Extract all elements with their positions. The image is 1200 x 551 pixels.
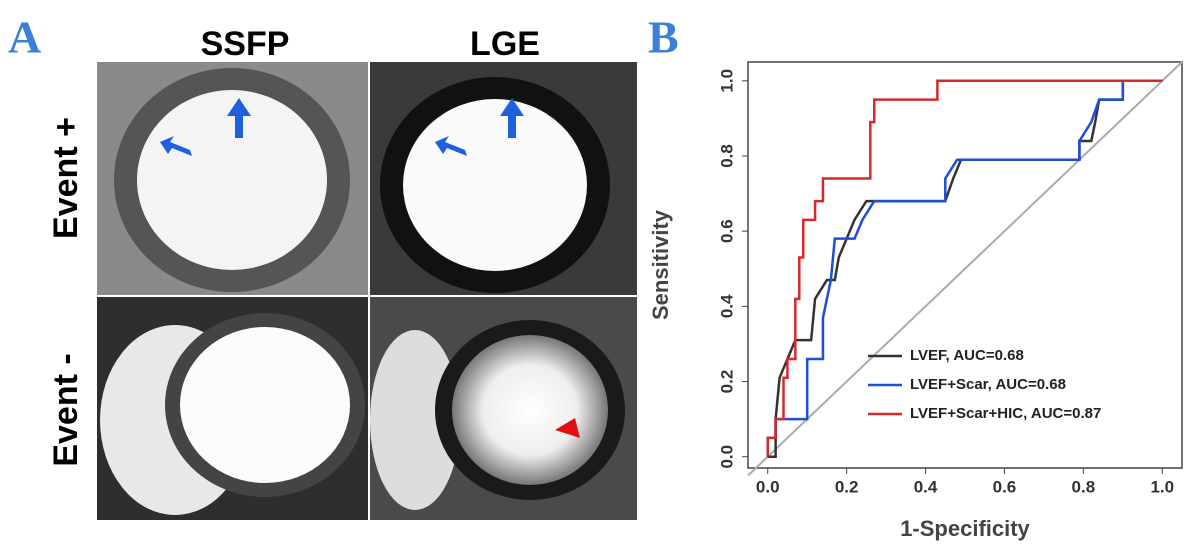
- x-axis-label: 1-Specificity: [900, 516, 1030, 541]
- mri-image: [97, 62, 368, 295]
- legend-label: LVEF, AUC=0.68: [910, 347, 1024, 364]
- y-tick-label: 0.2: [717, 370, 736, 394]
- column-label: SSFP: [201, 25, 290, 63]
- mri-image: [370, 62, 637, 295]
- roc-line: [766, 79, 1163, 457]
- panel-label: A: [8, 12, 41, 63]
- plot-frame: [747, 61, 1183, 469]
- column-label: LGE: [470, 25, 540, 63]
- y-tick-label: 1.0: [717, 69, 736, 93]
- x-tick-label: 0.0: [756, 477, 780, 496]
- mri-image: [97, 297, 368, 520]
- y-tick-label: 0.0: [717, 445, 736, 469]
- x-tick-label: 0.4: [914, 477, 938, 496]
- mri-image: [370, 297, 637, 520]
- reference-line: [747, 61, 1183, 477]
- panel-label: B: [648, 12, 679, 63]
- legend-label: LVEF+Scar+HIC, AUC=0.87: [910, 405, 1101, 422]
- x-tick-label: 0.8: [1072, 477, 1096, 496]
- row-label: Event -: [47, 353, 85, 466]
- row-label: Event +: [47, 117, 85, 239]
- y-tick-label: 0.6: [717, 219, 736, 243]
- x-tick-label: 0.6: [993, 477, 1017, 496]
- y-axis-label: Sensitivity: [648, 209, 673, 320]
- y-tick-label: 0.4: [717, 294, 736, 318]
- roc-line: [766, 79, 1163, 457]
- x-tick-label: 0.2: [835, 477, 859, 496]
- y-tick-label: 0.8: [717, 144, 736, 168]
- x-tick-label: 1.0: [1150, 477, 1174, 496]
- legend-label: LVEF+Scar, AUC=0.68: [910, 376, 1066, 393]
